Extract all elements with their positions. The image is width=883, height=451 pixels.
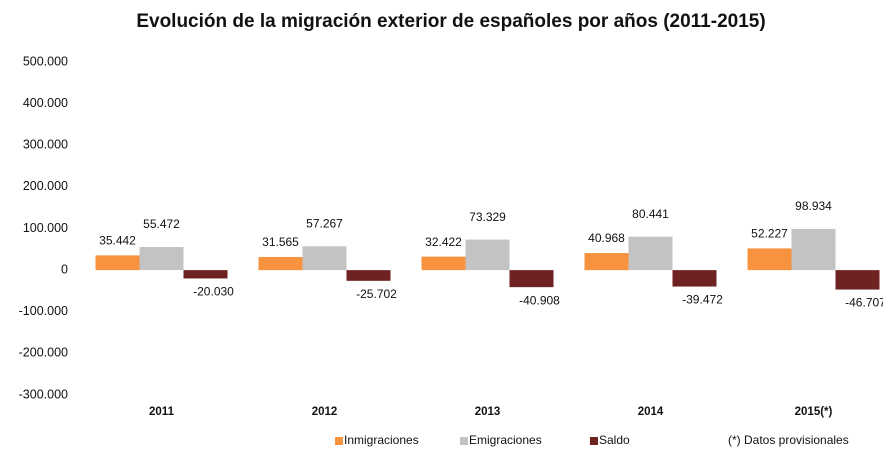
value-label: 31.565 — [262, 235, 299, 249]
y-tick-label: -100.000 — [19, 304, 68, 318]
value-label: 32.422 — [425, 235, 462, 249]
chart-title: Evolución de la migración exterior de es… — [136, 11, 765, 32]
y-tick-label: 100.000 — [23, 221, 68, 235]
value-label: 35.442 — [99, 234, 136, 248]
x-tick-label: 2014 — [638, 406, 664, 418]
bar — [747, 248, 792, 271]
value-label: 73.329 — [469, 210, 506, 224]
value-label: -25.702 — [356, 287, 397, 301]
annotation: (*) Datos provisionales — [728, 433, 849, 447]
value-label: -20.030 — [193, 285, 234, 299]
bar — [672, 270, 717, 287]
x-tick-label: 2011 — [149, 406, 175, 418]
bar — [509, 270, 554, 288]
bar — [95, 255, 140, 271]
x-tick-label: 2012 — [312, 406, 338, 418]
value-label: -39.472 — [682, 293, 723, 307]
y-tick-label: 300.000 — [23, 138, 68, 152]
bar — [302, 246, 347, 271]
value-label: 57.267 — [306, 216, 343, 230]
x-tick-label: 2013 — [475, 406, 501, 418]
bar — [628, 236, 673, 271]
y-tick-label: -200.000 — [19, 346, 68, 360]
value-label: 98.934 — [795, 199, 832, 213]
legend-label: Inmigraciones — [344, 433, 419, 447]
y-tick-label: 200.000 — [23, 179, 68, 193]
value-label: 52.227 — [751, 227, 788, 241]
legend-label: Emigraciones — [469, 433, 542, 447]
y-tick-label: -300.000 — [19, 387, 68, 401]
legend-swatch — [460, 437, 468, 445]
value-label: -40.908 — [519, 293, 560, 307]
y-tick-label: 500.000 — [23, 54, 68, 68]
legend-swatch — [590, 437, 598, 445]
bar — [465, 239, 510, 271]
value-label: 40.968 — [588, 231, 625, 245]
bar — [258, 256, 303, 271]
value-label: 80.441 — [632, 207, 669, 221]
legend-label: Saldo — [599, 433, 630, 447]
legend-swatch — [335, 437, 343, 445]
y-tick-label: 400.000 — [23, 96, 68, 110]
value-label: -46.707 — [845, 296, 883, 310]
y-tick-label: 0 — [61, 262, 68, 276]
bar — [835, 270, 880, 290]
bar — [584, 253, 629, 271]
value-label: 55.472 — [143, 217, 180, 231]
bar — [346, 270, 391, 281]
bar — [791, 228, 836, 271]
bar — [183, 270, 228, 279]
bar — [139, 247, 184, 271]
bar — [421, 256, 466, 271]
x-tick-label: 2015(*) — [795, 406, 833, 418]
